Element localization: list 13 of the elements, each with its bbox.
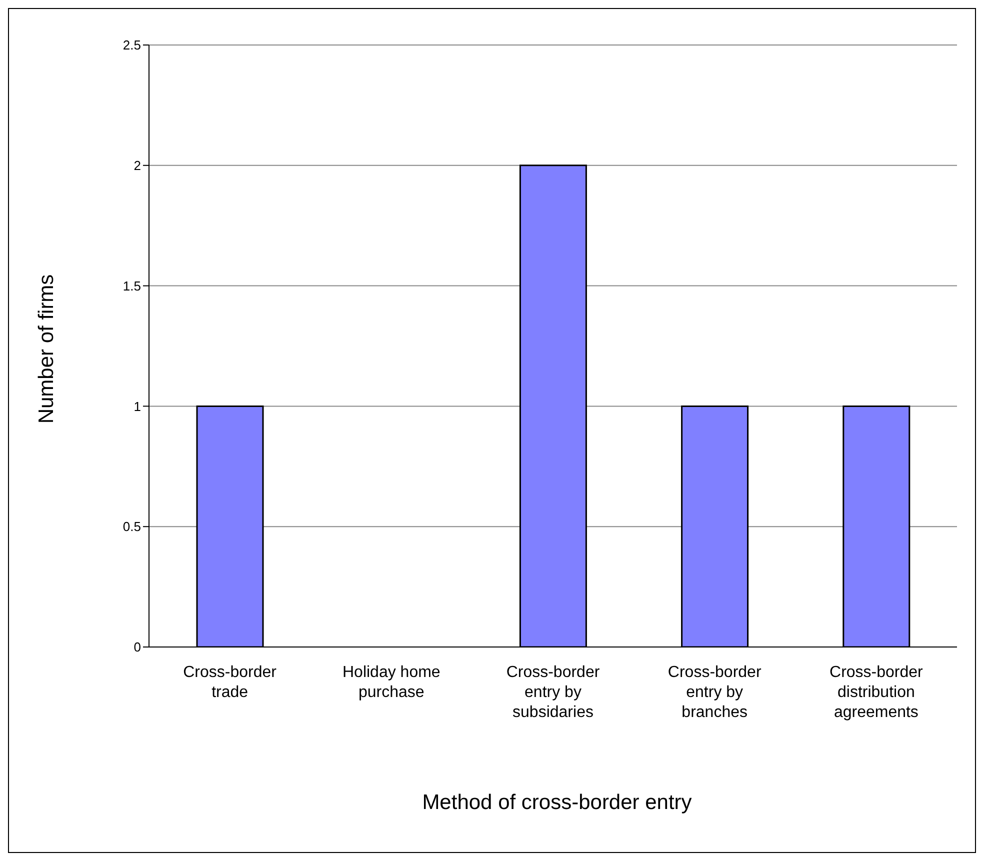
y-axis-title: Number of firms bbox=[35, 274, 59, 424]
y-tick-label: 2 bbox=[134, 158, 141, 174]
x-tick-label: Cross-border distribution agreements bbox=[830, 664, 924, 721]
x-axis-title: Method of cross-border entry bbox=[421, 791, 693, 815]
y-tick-label: 2.5 bbox=[122, 38, 141, 53]
y-tick-label: 1 bbox=[134, 398, 141, 414]
y-tick-label: 0 bbox=[134, 640, 141, 655]
x-tick-label: Cross-border trade bbox=[183, 664, 278, 701]
x-tick-label: Holiday home purchase bbox=[342, 664, 440, 701]
x-tick-label: Cross-border entry by branches bbox=[668, 664, 762, 721]
y-tick-label: 1.5 bbox=[122, 278, 141, 294]
x-tick-label: Cross-border entry by subsidaries bbox=[506, 664, 600, 721]
y-tick-label: 0.5 bbox=[122, 519, 141, 534]
